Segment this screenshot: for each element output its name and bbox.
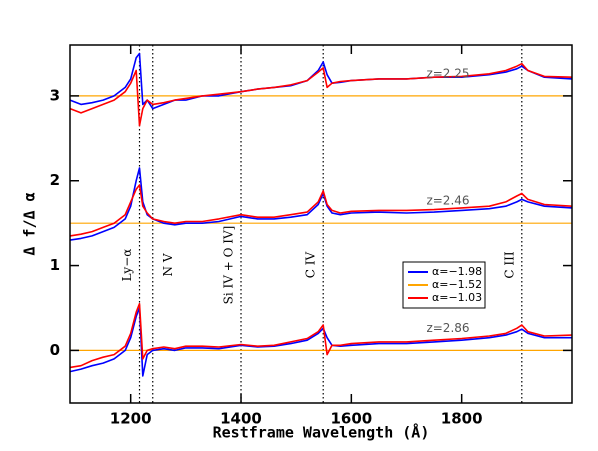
legend-label: α=−1.98 bbox=[432, 265, 482, 278]
legend-box bbox=[402, 261, 486, 309]
x-tick-label: 1800 bbox=[441, 410, 483, 428]
y-tick-label: 3 bbox=[50, 86, 60, 104]
legend-label: α=−1.52 bbox=[432, 278, 482, 291]
x-tick-label: 1600 bbox=[330, 410, 372, 428]
y-axis-label: Δ f/Δ α bbox=[21, 192, 39, 255]
spectrum-line bbox=[69, 62, 573, 127]
spectrum-line bbox=[69, 302, 573, 369]
redshift-label: z=2.86 bbox=[426, 321, 469, 335]
plot-frame bbox=[69, 44, 573, 404]
spectrum-line bbox=[69, 307, 572, 377]
feature-label: C III bbox=[502, 251, 516, 278]
spectrum-line bbox=[69, 52, 573, 110]
y-tick-label: 2 bbox=[50, 171, 60, 189]
spectrum-line bbox=[69, 184, 573, 237]
x-tick-label: 1400 bbox=[220, 410, 262, 428]
feature-label: Si IV + O IV] bbox=[222, 226, 236, 305]
x-axis-label: Restframe Wavelength (Å) bbox=[213, 423, 430, 442]
redshift-label: z=2.25 bbox=[426, 66, 469, 80]
redshift-label: z=2.46 bbox=[426, 194, 469, 208]
legend-label: α=−1.03 bbox=[432, 291, 482, 304]
feature-label: N V bbox=[161, 253, 175, 276]
y-tick-label: 0 bbox=[50, 341, 60, 359]
feature-label: Ly−α bbox=[120, 249, 134, 282]
x-tick-label: 1200 bbox=[110, 410, 152, 428]
feature-label: C IV bbox=[304, 251, 318, 278]
y-tick-label: 1 bbox=[50, 256, 60, 274]
